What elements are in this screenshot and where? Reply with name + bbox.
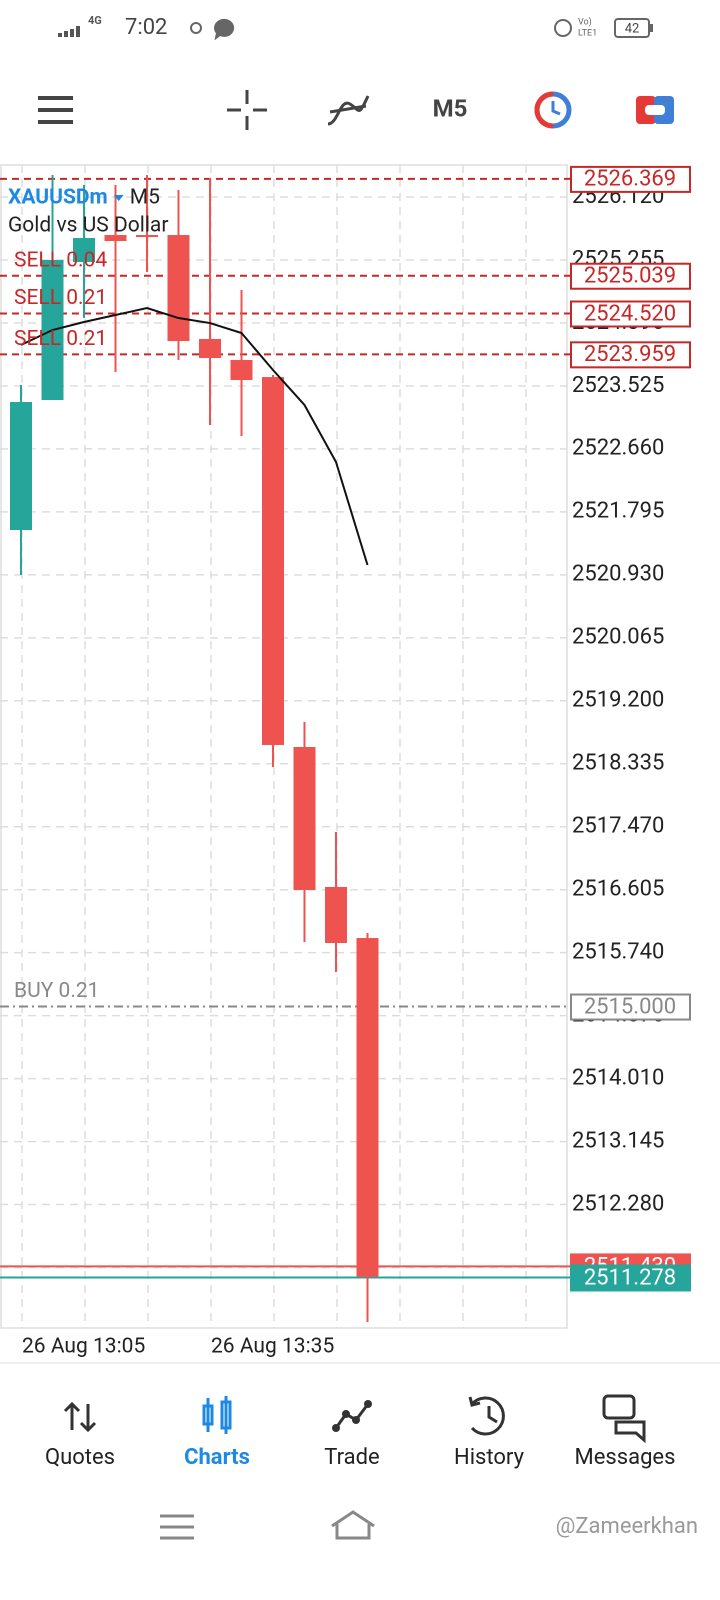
indicators-button[interactable]	[327, 95, 370, 126]
price-level-box	[570, 262, 691, 290]
y-tick-label: 2519.200	[572, 688, 664, 713]
messages-icon	[602, 1394, 646, 1444]
y-tick-label: 2521.795	[572, 499, 664, 524]
nav-item[interactable]: Messages	[575, 1445, 676, 1470]
order-label: BUY 0.21	[14, 979, 99, 1003]
y-tick-label: 2520.065	[572, 625, 664, 650]
nav-item[interactable]: Quotes	[45, 1445, 115, 1470]
price-level-box	[570, 341, 691, 369]
price-level-box	[570, 165, 691, 193]
y-tick-label: 2517.470	[572, 814, 664, 839]
order-label: SELL 0.04	[14, 248, 107, 272]
boxes-layer: 2526.369 2525.039 2524.520 2523.959 2515.000…	[570, 165, 691, 1292]
candle-body	[356, 938, 379, 1277]
separator	[0, 1362, 720, 1364]
one-click-trading-button[interactable]	[534, 91, 572, 129]
symbol-name: XAUUSDm	[8, 186, 108, 210]
price-level-box	[570, 1264, 691, 1292]
price-level-label: 2523.959	[584, 342, 676, 367]
y-tick-label: 2514.010	[572, 1065, 664, 1090]
y-tick-label: 2523.525	[572, 373, 664, 398]
candle-body	[104, 235, 127, 241]
chart: SELL 0.04 SELL 0.21 SELL 0.21 BUY 0.21 2526.…	[0, 164, 691, 1359]
y-tick-label: 2513.145	[572, 1128, 664, 1153]
candle-body	[293, 747, 316, 890]
chart-timeframe: M5	[130, 186, 160, 210]
price-level-label: 2511.278	[584, 1265, 676, 1290]
symbol-dropdown	[113, 195, 124, 201]
quotes-icon	[63, 1401, 97, 1433]
order-label: SELL 0.21	[14, 327, 107, 351]
nav-item[interactable]: History	[454, 1445, 525, 1470]
candle-body	[167, 235, 190, 342]
nav-item[interactable]: Charts	[184, 1445, 250, 1470]
status-icons: Vo) LTE1	[190, 16, 653, 41]
nav-item[interactable]: Trade	[324, 1445, 379, 1470]
status-bar: 4G 7:02 Vo) LTE1 42	[58, 14, 653, 41]
ma-layer	[20, 307, 369, 566]
price-level-box	[570, 300, 691, 328]
labels-layer: SELL 0.04 SELL 0.21 SELL 0.21 BUY 0.21	[14, 248, 107, 1003]
charts-icon	[202, 1396, 232, 1434]
signal-icon	[58, 26, 80, 37]
y-tick-label: 2522.660	[572, 436, 664, 461]
timeframe-button[interactable]: M5	[433, 94, 468, 122]
plot-frame	[0, 164, 568, 1329]
svg-text:LTE1: LTE1	[578, 28, 597, 38]
crosshair-button[interactable]	[227, 90, 267, 130]
battery-level: 42	[625, 21, 640, 36]
trade-icon	[332, 1400, 372, 1432]
price-level-label: 2524.520	[584, 301, 676, 326]
bottom-nav: Quotes Charts Trade History Messages	[45, 1394, 676, 1470]
candle-body	[10, 402, 32, 531]
history-icon	[468, 1396, 505, 1436]
order-label: SELL 0.21	[14, 286, 107, 310]
candle-body	[230, 360, 253, 381]
svg-text:Vo): Vo)	[578, 16, 592, 27]
axis-layer: 2526.1202525.2552524.3902523.5252522.660…	[22, 184, 664, 1359]
y-tick-label: 2512.280	[572, 1191, 664, 1216]
candle-body	[73, 238, 95, 263]
trade-button[interactable]	[636, 96, 674, 124]
y-tick-label: 2515.740	[572, 939, 664, 964]
price-level-label: 2525.039	[584, 264, 676, 289]
candle-body	[262, 377, 284, 745]
candle-body	[199, 338, 221, 359]
network-type: 4G	[88, 14, 102, 27]
price-level-label: 2515.000	[584, 994, 676, 1019]
price-level-label: 2526.369	[584, 167, 676, 192]
x-tick-label: 26 Aug 13:35	[211, 1335, 334, 1359]
symbol-description: Gold vs US Dollar	[8, 214, 168, 238]
candle-body	[136, 235, 158, 238]
price-level-box	[570, 993, 691, 1021]
head-layer: XAUUSDm M5 Gold vs US Dollar	[8, 186, 168, 238]
toolbar: M5	[38, 90, 674, 130]
moving-average-line	[20, 307, 369, 566]
y-tick-label: 2516.605	[572, 877, 664, 902]
system-nav	[160, 1510, 375, 1540]
status-time: 7:02	[125, 15, 167, 40]
menu-button[interactable]	[38, 96, 73, 124]
candle-body	[325, 886, 347, 943]
y-tick-label: 2518.335	[572, 751, 664, 776]
y-tick-label: 2520.930	[572, 562, 664, 587]
x-tick-label: 26 Aug 13:05	[22, 1335, 145, 1359]
candles-layer	[10, 175, 379, 1322]
watermark: @Zameerkhan	[556, 1514, 698, 1539]
